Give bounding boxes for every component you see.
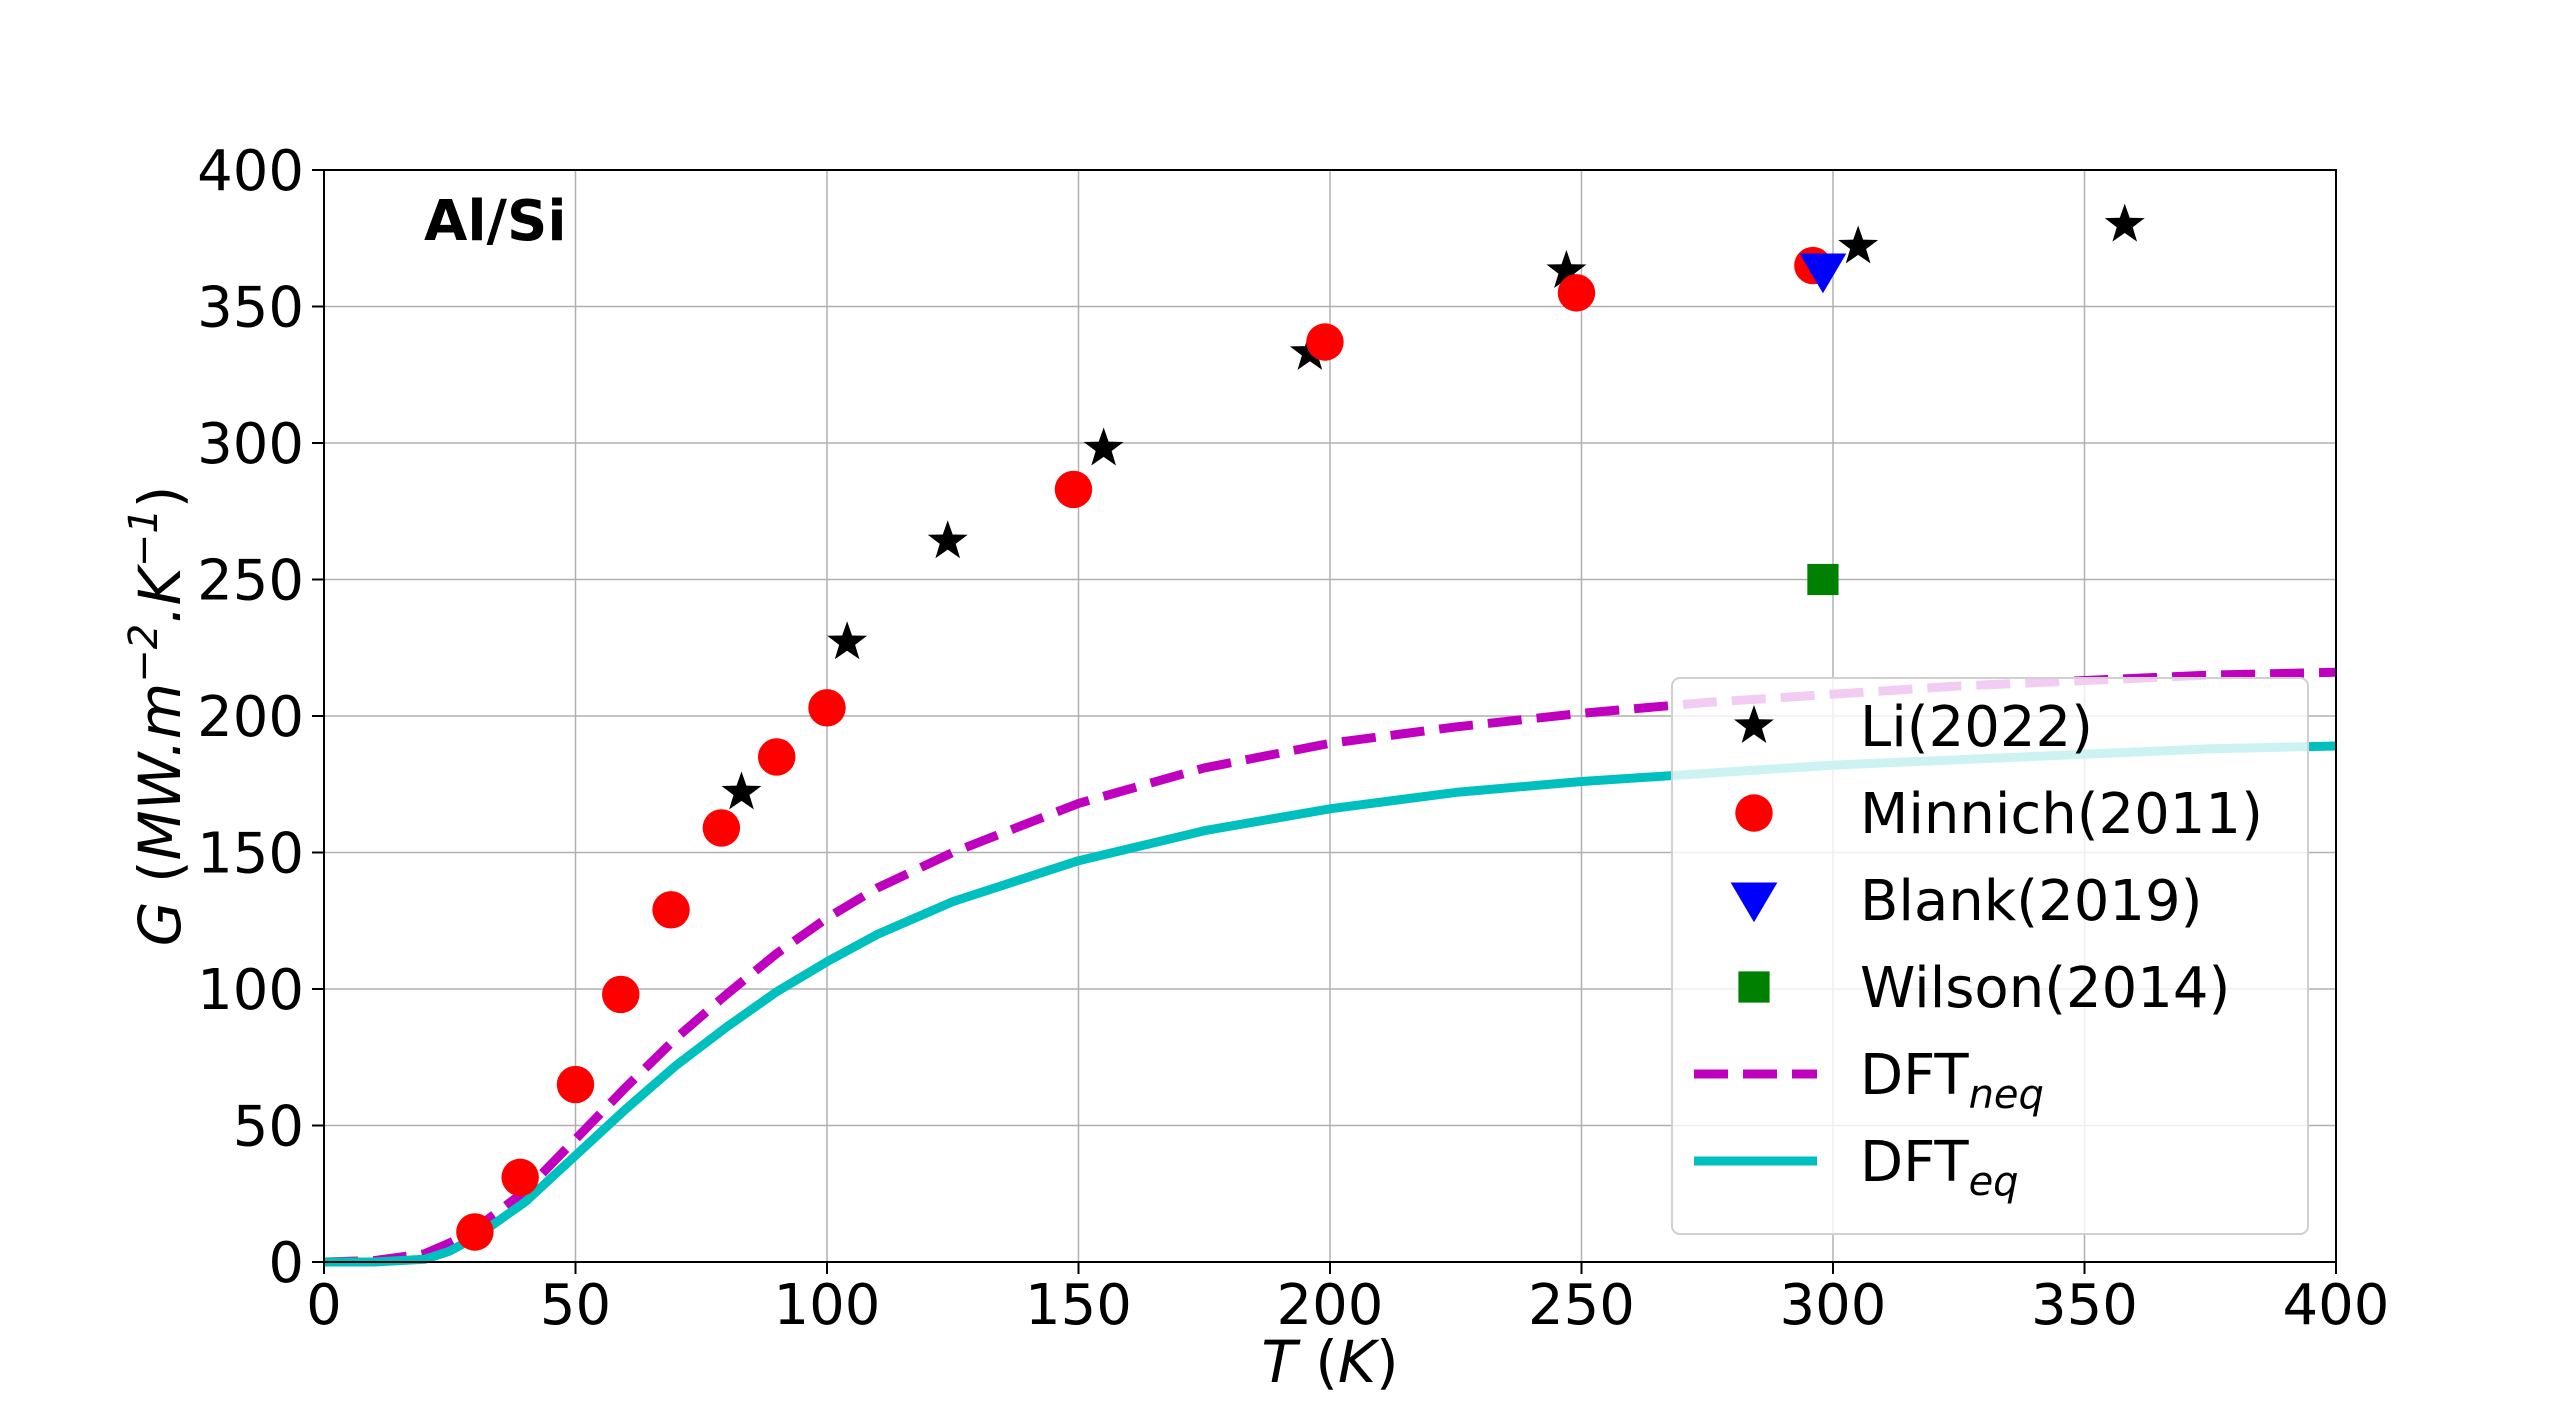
x-axis-unit: K — [1338, 1328, 1380, 1396]
y-axis-unit: MW.m — [126, 683, 194, 861]
y-tick-label: 250 — [197, 549, 304, 614]
y-axis-unit-exp2: −1 — [121, 508, 167, 567]
y-tick-label: 100 — [197, 958, 304, 1023]
legend-entries: Li(2022) Minnich(2011) Blank(2019) Wilson(2… — [1694, 695, 2263, 1205]
x-tick-label: 150 — [1025, 1273, 1132, 1338]
chart-annotation: Al/Si — [424, 189, 567, 254]
data-point — [827, 621, 868, 660]
data-point — [1083, 427, 1124, 466]
y-tick-label: 350 — [197, 276, 304, 341]
data-point — [602, 975, 640, 1014]
data-point — [1054, 470, 1093, 509]
series-minnich-2011 — [456, 246, 1832, 1251]
x-tick-label: 200 — [1277, 1273, 1384, 1338]
legend-marker — [1734, 705, 1774, 743]
data-point — [1838, 225, 1879, 264]
data-point — [556, 1065, 595, 1104]
x-axis-label: T (K) — [1261, 1328, 1398, 1396]
data-point — [456, 1213, 494, 1251]
legend: Li(2022) Minnich(2011) Blank(2019) Wilson(2… — [1671, 677, 2309, 1235]
legend-label: DFTneq — [1860, 1043, 2044, 1118]
x-tick-label: 0 — [306, 1273, 342, 1338]
legend-entry-minnich-2011: Minnich(2011) — [1735, 782, 2263, 847]
legend-marker — [1730, 882, 1778, 923]
data-point — [721, 771, 762, 810]
y-axis-label: G (MW.m−2.K−1) — [121, 486, 194, 947]
x-tick-label: 300 — [1780, 1273, 1887, 1338]
y-tick-label: 0 — [268, 1231, 304, 1296]
data-point — [652, 891, 690, 929]
legend-marker — [1735, 794, 1773, 832]
legend-entry-li-2022: Li(2022) — [1734, 695, 2093, 760]
data-point — [702, 809, 741, 847]
y-tick-label: 300 — [197, 412, 304, 477]
y-tick-label: 50 — [233, 1095, 304, 1160]
data-point — [1306, 323, 1344, 361]
x-tick-label: 400 — [2283, 1273, 2390, 1338]
legend-label: DFTeq — [1860, 1130, 2019, 1205]
series-blank-2019 — [1799, 253, 1847, 294]
y-axis-var: G — [126, 901, 194, 946]
x-tick-label: 350 — [2031, 1273, 2138, 1338]
axis-ticks: 0 50 100 150 200 250 300 350 400 0 50 100 150 200 250 3… — [197, 139, 2389, 1338]
data-point — [927, 520, 968, 559]
data-point — [501, 1158, 539, 1197]
legend-box — [1671, 677, 2309, 1235]
y-axis-unit-exp1: −2 — [121, 624, 167, 683]
legend-label: Minnich(2011) — [1860, 782, 2263, 847]
legend-label: Wilson(2014) — [1860, 956, 2230, 1021]
legend-marker — [1738, 971, 1770, 1003]
data-point — [757, 738, 796, 776]
data-point — [2104, 203, 2145, 242]
x-axis-var: T — [1261, 1328, 1301, 1396]
legend-entry-dft-neq: DFTneq — [1694, 1043, 2044, 1118]
legend-label: Li(2022) — [1860, 695, 2093, 760]
data-point — [1557, 274, 1596, 312]
x-tick-label: 50 — [540, 1273, 611, 1338]
legend-label: Blank(2019) — [1860, 869, 2202, 934]
legend-entry-wilson-2014: Wilson(2014) — [1738, 956, 2230, 1021]
legend-entry-blank-2019: Blank(2019) — [1730, 869, 2202, 934]
legend-entry-dft-eq: DFTeq — [1694, 1130, 2019, 1205]
data-point — [1807, 563, 1839, 596]
y-tick-label: 150 — [197, 822, 304, 887]
y-tick-label: 200 — [197, 685, 304, 750]
series-wilson-2014 — [1807, 563, 1839, 596]
data-point — [1799, 253, 1847, 294]
x-tick-label: 100 — [774, 1273, 881, 1338]
data-point — [1546, 250, 1587, 288]
data-point — [808, 689, 846, 727]
x-tick-label: 250 — [1528, 1273, 1635, 1338]
y-tick-label: 400 — [197, 139, 304, 204]
y-axis-unit-2: .K — [126, 563, 194, 623]
